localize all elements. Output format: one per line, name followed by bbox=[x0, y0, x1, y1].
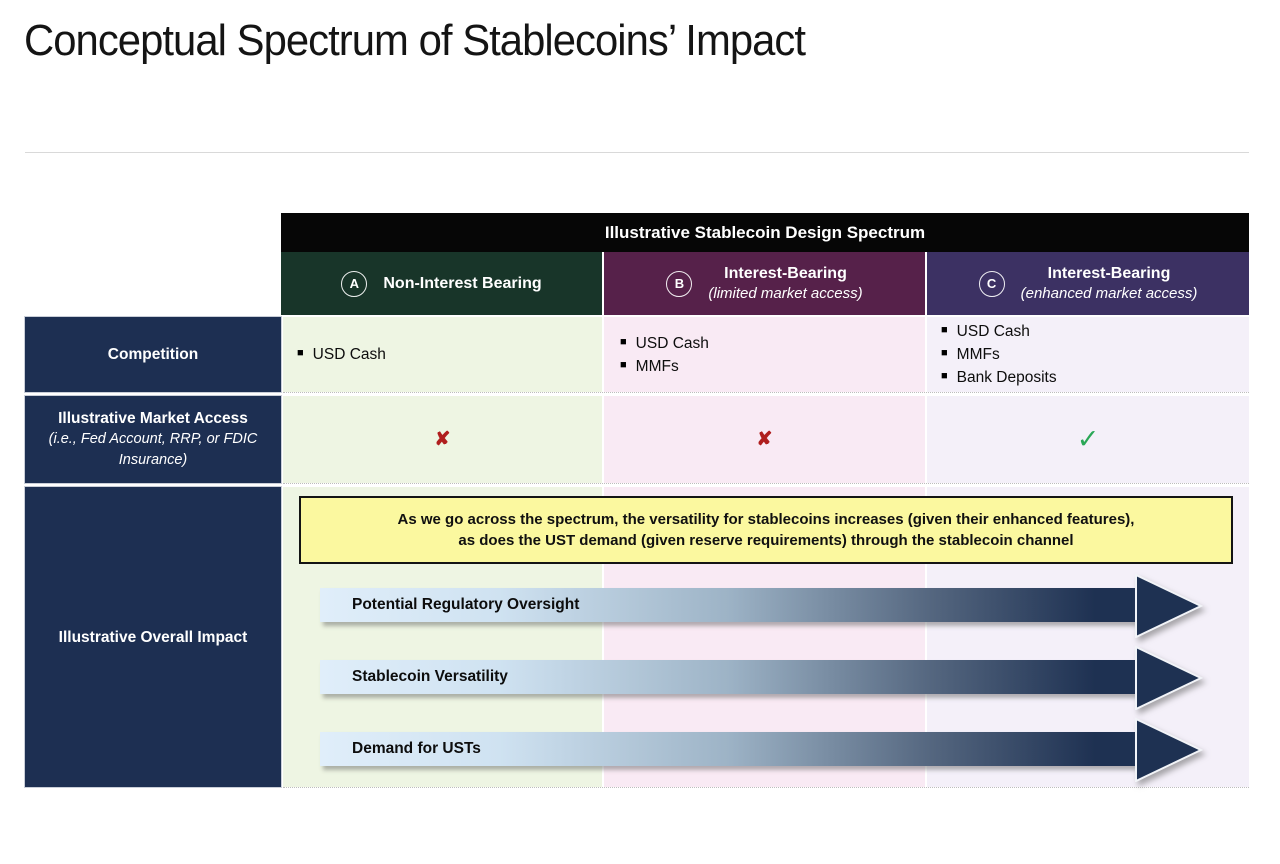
competition-item: MMFs bbox=[956, 346, 1000, 363]
arrow-regulatory-oversight: Potential Regulatory Oversight bbox=[320, 588, 1136, 622]
market-access-row: ✘ ✘ ✓ bbox=[283, 396, 1249, 484]
callout-line-1: As we go across the spectrum, the versat… bbox=[397, 511, 1135, 528]
column-header-a: A Non-Interest Bearing bbox=[281, 252, 602, 315]
market-tint-c bbox=[927, 396, 1249, 483]
bullet-square-icon: ■ bbox=[297, 347, 304, 359]
check-mark-icon: ✓ bbox=[1076, 424, 1100, 454]
arrow-head-icon bbox=[1135, 574, 1203, 638]
cross-mark-icon: ✘ bbox=[756, 429, 773, 450]
market-access-cell-b: ✘ bbox=[604, 396, 925, 483]
badge-c-icon: C bbox=[978, 270, 1005, 297]
competition-item: Bank Deposits bbox=[956, 369, 1057, 386]
list-item: ■ Bank Deposits bbox=[941, 366, 1263, 389]
competition-tint-b bbox=[604, 317, 925, 392]
competition-cell-a: ■ USD Cash bbox=[283, 317, 616, 392]
list-item: ■ MMFs bbox=[620, 355, 941, 378]
column-b-title: Interest-Bearing bbox=[724, 265, 847, 282]
list-item: ■ USD Cash bbox=[620, 332, 941, 355]
arrow-head-icon bbox=[1135, 718, 1203, 782]
badge-a-icon: A bbox=[341, 270, 368, 297]
market-tint-a bbox=[283, 396, 602, 483]
bullet-square-icon: ■ bbox=[620, 358, 627, 371]
list-item: ■ MMFs bbox=[941, 343, 1263, 366]
arrow-label: Stablecoin Versatility bbox=[352, 668, 508, 685]
column-header-c: C Interest-Bearing (enhanced market acce… bbox=[927, 252, 1249, 315]
column-c-subtitle: (enhanced market access) bbox=[1020, 285, 1198, 302]
cross-mark-icon: ✘ bbox=[434, 429, 451, 450]
spectrum-header-label: Illustrative Stablecoin Design Spectrum bbox=[604, 222, 926, 242]
callout-line-2: as does the UST demand (given reserve re… bbox=[458, 532, 1074, 549]
competition-item: USD Cash bbox=[635, 334, 709, 352]
spectrum-header-bar: Illustrative Stablecoin Design Spectrum bbox=[281, 213, 1249, 252]
arrow-label: Demand for USTs bbox=[352, 740, 481, 757]
competition-cell-b: ■ USD Cash ■ MMFs bbox=[604, 317, 941, 392]
badge-b-icon: B bbox=[666, 270, 693, 297]
market-access-sublabel: (i.e., Fed Account, RRP, or FDIC Insuran… bbox=[48, 431, 258, 468]
arrow-head-icon bbox=[1135, 646, 1203, 710]
bullet-square-icon: ■ bbox=[941, 324, 948, 336]
competition-item: MMFs bbox=[635, 357, 679, 375]
market-access-label: Illustrative Market Access bbox=[58, 410, 248, 427]
competition-label: Competition bbox=[107, 346, 199, 363]
column-b-subtitle: (limited market access) bbox=[708, 285, 863, 302]
market-access-cell-a: ✘ bbox=[283, 396, 602, 483]
competition-row: ■ USD Cash ■ USD Cash ■ MMFs ■ USD Cash … bbox=[283, 317, 1249, 393]
competition-item: USD Cash bbox=[956, 323, 1030, 340]
competition-tint-a bbox=[283, 317, 602, 392]
column-c-title: Interest-Bearing bbox=[1047, 265, 1171, 282]
row-header-competition: Competition bbox=[25, 317, 281, 392]
arrow-label: Potential Regulatory Oversight bbox=[352, 596, 580, 613]
arrow-demand-for-usts: Demand for USTs bbox=[320, 732, 1136, 766]
column-a-title: Non-Interest Bearing bbox=[383, 274, 542, 292]
arrow-stablecoin-versatility: Stablecoin Versatility bbox=[320, 660, 1136, 694]
list-item: ■ USD Cash bbox=[297, 343, 616, 366]
list-item: ■ USD Cash bbox=[941, 320, 1263, 343]
row-header-market-access: Illustrative Market Access (i.e., Fed Ac… bbox=[25, 396, 281, 483]
column-header-b: B Interest-Bearing (limited market acces… bbox=[604, 252, 925, 315]
bullet-square-icon: ■ bbox=[941, 347, 948, 359]
overall-impact-label: Illustrative Overall Impact bbox=[58, 628, 248, 646]
market-access-cell-c: ✓ bbox=[927, 396, 1249, 483]
competition-tint-c bbox=[927, 317, 1249, 392]
competition-cell-c: ■ USD Cash ■ MMFs ■ Bank Deposits bbox=[927, 317, 1263, 392]
competition-item: USD Cash bbox=[312, 346, 386, 363]
row-header-overall-impact: Illustrative Overall Impact bbox=[25, 487, 281, 787]
page-title: Conceptual Spectrum of Stablecoins’ Impa… bbox=[24, 16, 806, 65]
market-tint-b bbox=[604, 396, 925, 483]
title-divider bbox=[25, 152, 1249, 153]
bullet-square-icon: ■ bbox=[941, 370, 948, 382]
callout-box: As we go across the spectrum, the versat… bbox=[299, 496, 1233, 564]
bullet-square-icon: ■ bbox=[620, 335, 627, 348]
